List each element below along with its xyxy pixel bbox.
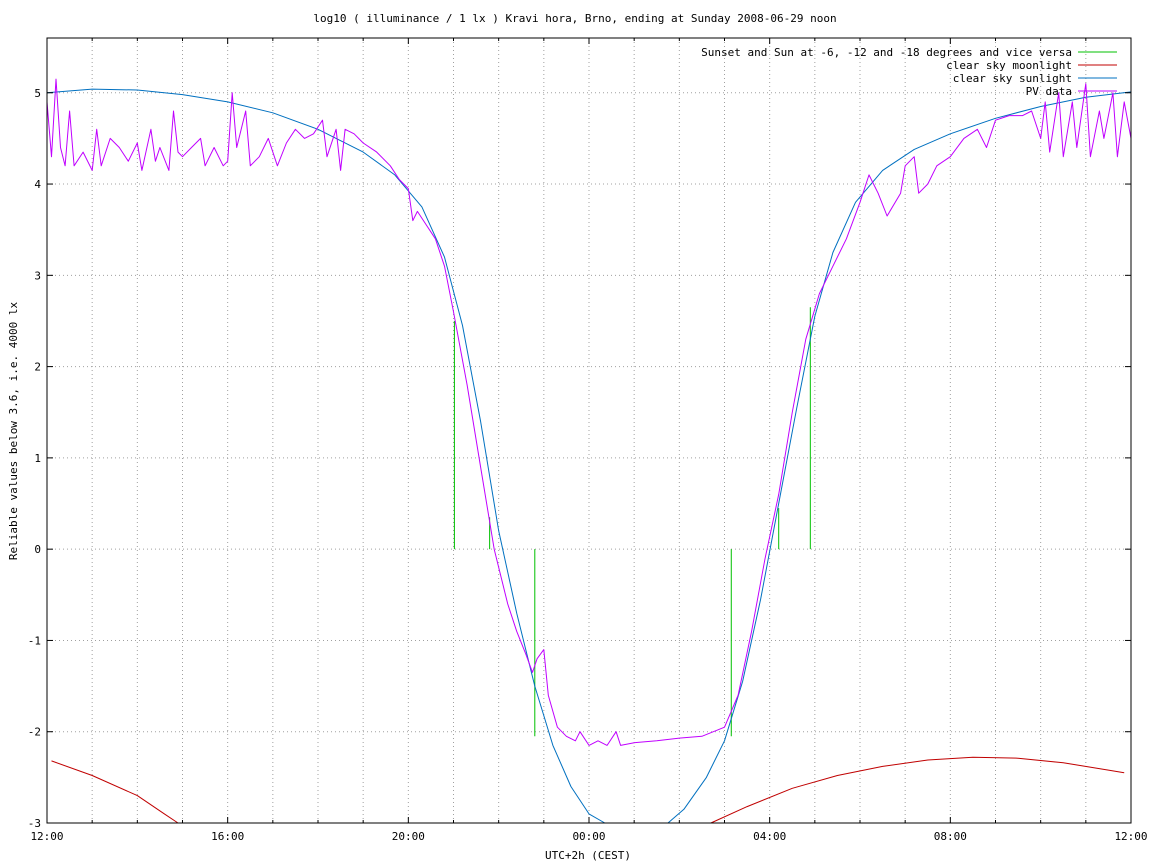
y-tick-label: 3 <box>34 269 41 282</box>
y-tick-label: -1 <box>28 634 41 647</box>
x-tick-label: 16:00 <box>211 830 244 843</box>
legend-label: Sunset and Sun at -6, -12 and -18 degree… <box>701 46 1072 59</box>
legend-label: clear sky moonlight <box>946 59 1072 72</box>
y-tick-label: 1 <box>34 452 41 465</box>
y-tick-label: 4 <box>34 178 41 191</box>
x-tick-label: 08:00 <box>934 830 967 843</box>
x-axis-label: UTC+2h (CEST) <box>545 849 631 862</box>
x-tick-label: 12:00 <box>30 830 63 843</box>
series-line-clear-sky-sunlight <box>46 88 1132 824</box>
y-tick-label: -2 <box>28 726 41 739</box>
legend-label: PV data <box>1026 85 1072 98</box>
chart-title: log10 ( illuminance / 1 lx ) Kravi hora,… <box>313 12 836 25</box>
series-line-clear-sky-moonlight <box>51 756 1125 824</box>
y-axis-label: Reliable values below 3.6, i.e. 4000 lx <box>7 301 20 560</box>
y-tick-label: 0 <box>34 543 41 556</box>
legend-label: clear sky sunlight <box>953 72 1072 85</box>
grid <box>47 38 1131 823</box>
y-tick-label: 5 <box>34 87 41 100</box>
legend: Sunset and Sun at -6, -12 and -18 degree… <box>701 46 1117 98</box>
x-tick-label: 12:00 <box>1114 830 1147 843</box>
x-tick-label: 04:00 <box>753 830 786 843</box>
plot-area <box>46 78 1132 824</box>
axes-ticks: -3 -2 -1 0 1 2 3 4 5 12:00 16:00 20:00 00:00 04:00 08:… <box>28 38 1148 843</box>
y-tick-label: -3 <box>28 817 41 830</box>
x-tick-label: 20:00 <box>392 830 425 843</box>
series-line-pv-data <box>46 78 1132 746</box>
y-tick-label: 2 <box>34 361 41 374</box>
x-tick-label: 00:00 <box>572 830 605 843</box>
